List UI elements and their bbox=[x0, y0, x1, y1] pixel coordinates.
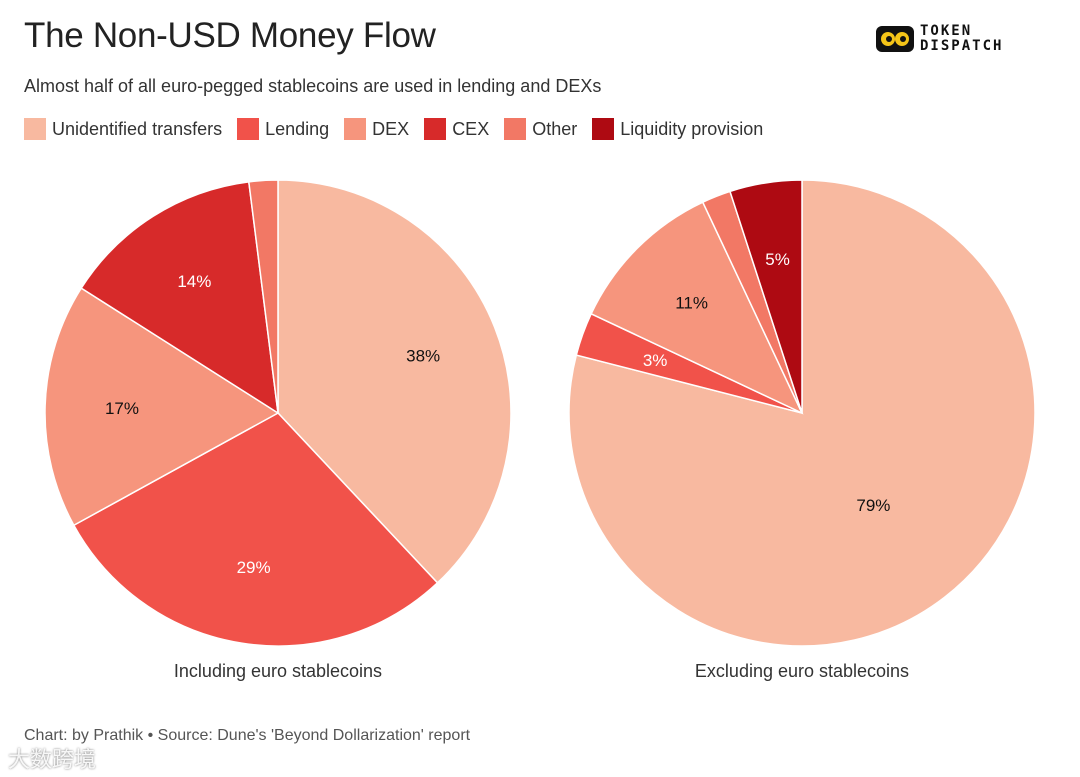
logo-line-1: TOKEN bbox=[920, 23, 973, 39]
pie-slice-label: 17% bbox=[105, 399, 139, 418]
legend-swatch bbox=[592, 118, 615, 140]
legend: Unidentified transfers Lending DEX CEX O… bbox=[24, 118, 778, 140]
chart-footer: Chart: by Prathik • Source: Dune's 'Beyo… bbox=[24, 727, 471, 744]
pie-slice-label: 3% bbox=[643, 351, 668, 370]
legend-swatch bbox=[504, 118, 527, 140]
legend-swatch bbox=[424, 118, 447, 140]
watermark: 大数跨境 bbox=[8, 748, 97, 773]
pie-slice-dex bbox=[590, 201, 804, 415]
pie-slice-label: 5% bbox=[765, 250, 790, 269]
chart-title: The Non-USD Money Flow bbox=[24, 16, 436, 55]
legend-label: CEX bbox=[452, 118, 490, 139]
token-dispatch-logo: TOKEN DISPATCH bbox=[876, 24, 1003, 54]
legend-label: Liquidity provision bbox=[620, 118, 764, 139]
pie-excluding: 79% 3% 11% 5% bbox=[568, 179, 1036, 647]
legend-item-unidentified: Unidentified transfers bbox=[24, 118, 222, 140]
goggles-logo-icon bbox=[876, 26, 914, 52]
legend-label: DEX bbox=[372, 118, 410, 139]
logo-wordmark: TOKEN DISPATCH bbox=[920, 24, 1003, 54]
pie-slice-label: 29% bbox=[237, 558, 271, 577]
pie-slice-label: 11% bbox=[675, 294, 708, 313]
legend-item-cex: CEX bbox=[424, 118, 489, 140]
legend-item-other: Other bbox=[504, 118, 577, 140]
legend-label: Lending bbox=[265, 118, 330, 139]
pie-slice-label: 14% bbox=[177, 272, 211, 291]
pie-slice-lending bbox=[72, 412, 439, 647]
pie-slice-label: 38% bbox=[406, 347, 440, 366]
legend-swatch bbox=[24, 118, 46, 140]
legend-swatch bbox=[237, 118, 260, 140]
legend-swatch bbox=[344, 118, 367, 140]
pie-slice-dex bbox=[44, 287, 280, 527]
legend-label: Unidentified transfers bbox=[52, 118, 223, 139]
pie-caption-excluding: Excluding euro stablecoins bbox=[695, 661, 909, 681]
legend-label: Other bbox=[532, 118, 578, 139]
pie-slice-unidentified-transfers bbox=[277, 179, 512, 584]
legend-item-lending: Lending bbox=[237, 118, 329, 140]
pie-including: 38% 29% 17% 14% bbox=[44, 179, 512, 647]
pie-slice-liquidity-provision bbox=[729, 179, 803, 414]
logo-line-2: DISPATCH bbox=[920, 38, 1004, 54]
pie-slice-other bbox=[247, 179, 279, 414]
pie-slice-cex bbox=[80, 180, 279, 415]
pie-caption-including: Including euro stablecoins bbox=[174, 661, 382, 681]
chart-subtitle: Almost half of all euro-pegged stablecoi… bbox=[24, 76, 602, 96]
pie-slice-label: 79% bbox=[856, 496, 890, 515]
legend-item-liquidity: Liquidity provision bbox=[592, 118, 763, 140]
legend-item-dex: DEX bbox=[344, 118, 409, 140]
